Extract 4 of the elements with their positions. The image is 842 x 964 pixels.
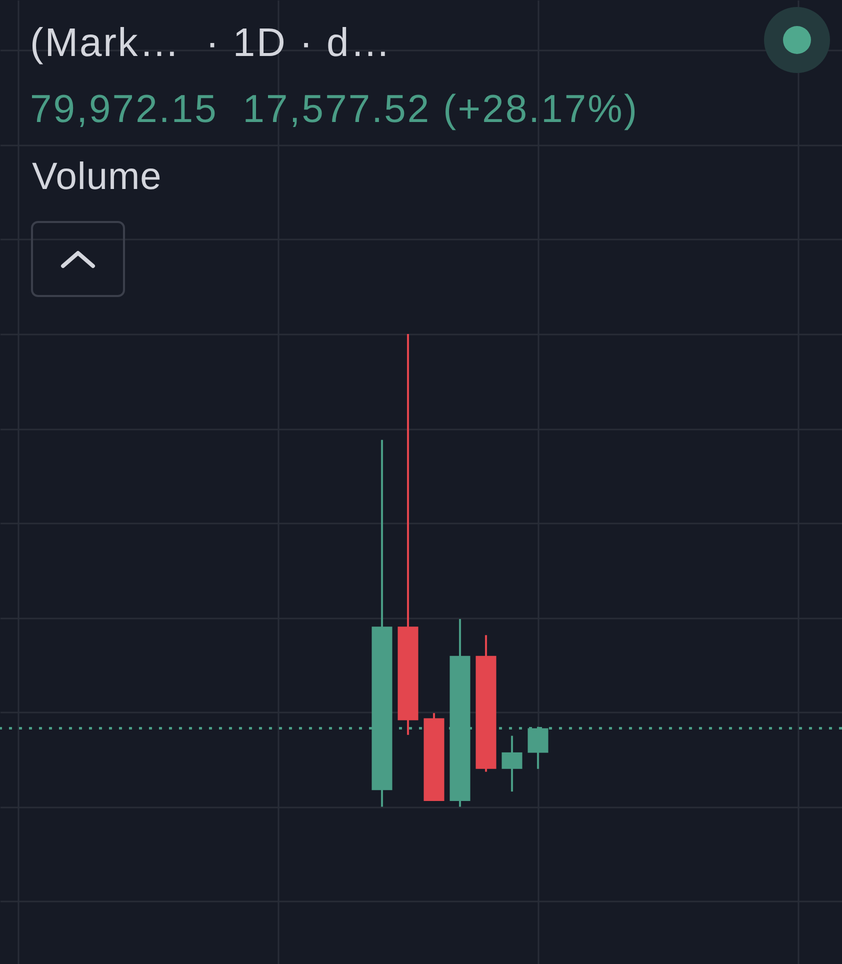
chart-subtitle: 79,972.15 17,577.52 (+28.17%) bbox=[30, 88, 639, 131]
text: Volume bbox=[32, 156, 162, 198]
chart-title: (Mark… · 1D · d… bbox=[30, 21, 392, 65]
candlestick bbox=[502, 734, 522, 793]
